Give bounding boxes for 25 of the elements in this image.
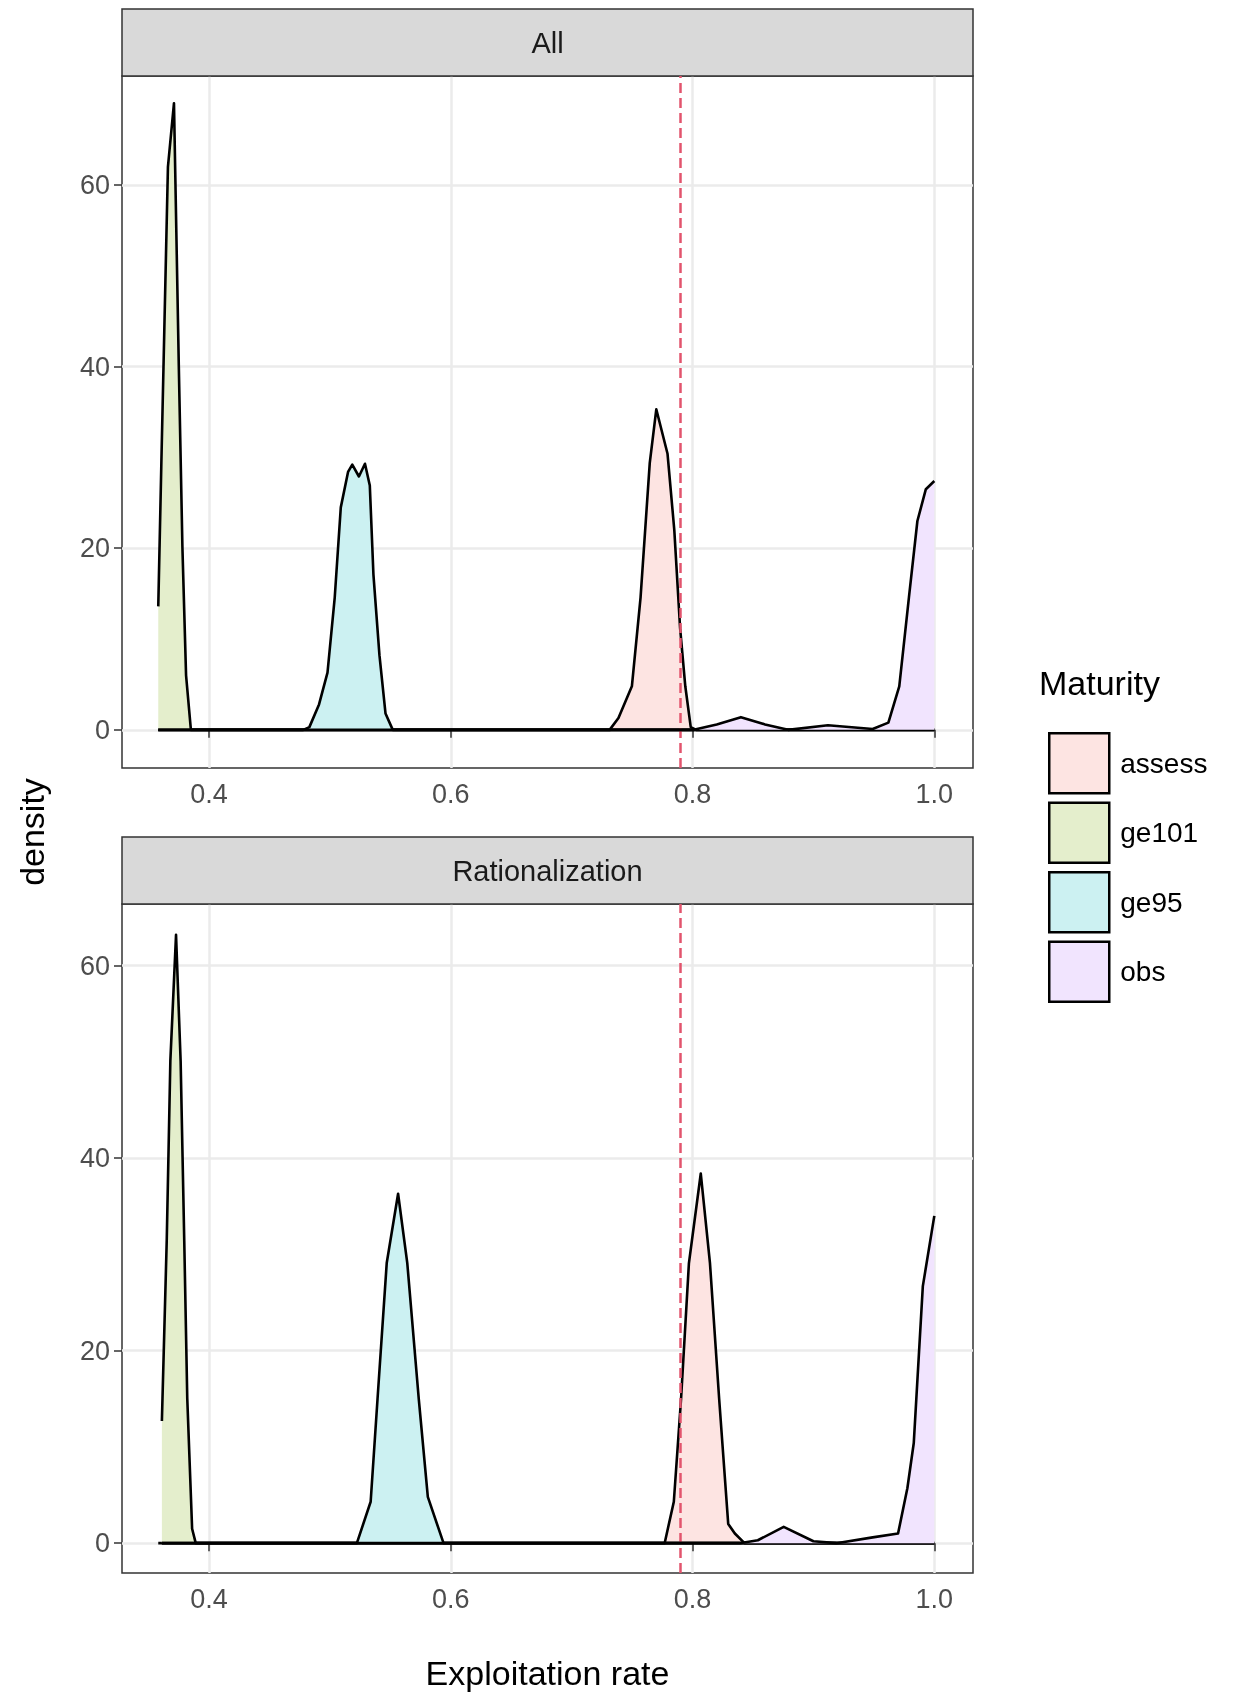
y-tick-label: 20	[79, 1335, 110, 1366]
x-tick-label: 0.6	[432, 1583, 470, 1614]
x-tick-label: 0.4	[190, 778, 228, 809]
x-tick-label: 1.0	[915, 778, 954, 809]
legend-title: Maturity	[1039, 664, 1160, 702]
y-tick-label: 40	[79, 1143, 110, 1174]
x-tick-label: 0.8	[673, 778, 712, 809]
y-tick-label: 60	[79, 169, 110, 200]
legend-label: obs	[1120, 956, 1166, 988]
legend-label: ge101	[1120, 817, 1199, 849]
y-tick-label: 60	[79, 950, 110, 981]
x-tick-label: 0.6	[432, 778, 470, 809]
y-axis-title: density	[13, 778, 51, 886]
x-tick-label: 1.0	[915, 1583, 954, 1614]
y-tick-label: 0	[94, 714, 110, 745]
chart-title: All	[531, 26, 564, 59]
x-axis-title: Exploitation rate	[425, 1654, 670, 1692]
x-tick-label: 0.8	[673, 1583, 712, 1614]
y-tick-label: 20	[79, 533, 110, 564]
y-tick-label: 40	[79, 351, 110, 382]
x-tick-label: 0.4	[190, 1583, 228, 1614]
chart-title: Rationalization	[452, 854, 643, 887]
legend-label: assess	[1120, 747, 1208, 779]
y-tick-label: 0	[94, 1528, 110, 1559]
legend-label: ge95	[1120, 886, 1183, 918]
